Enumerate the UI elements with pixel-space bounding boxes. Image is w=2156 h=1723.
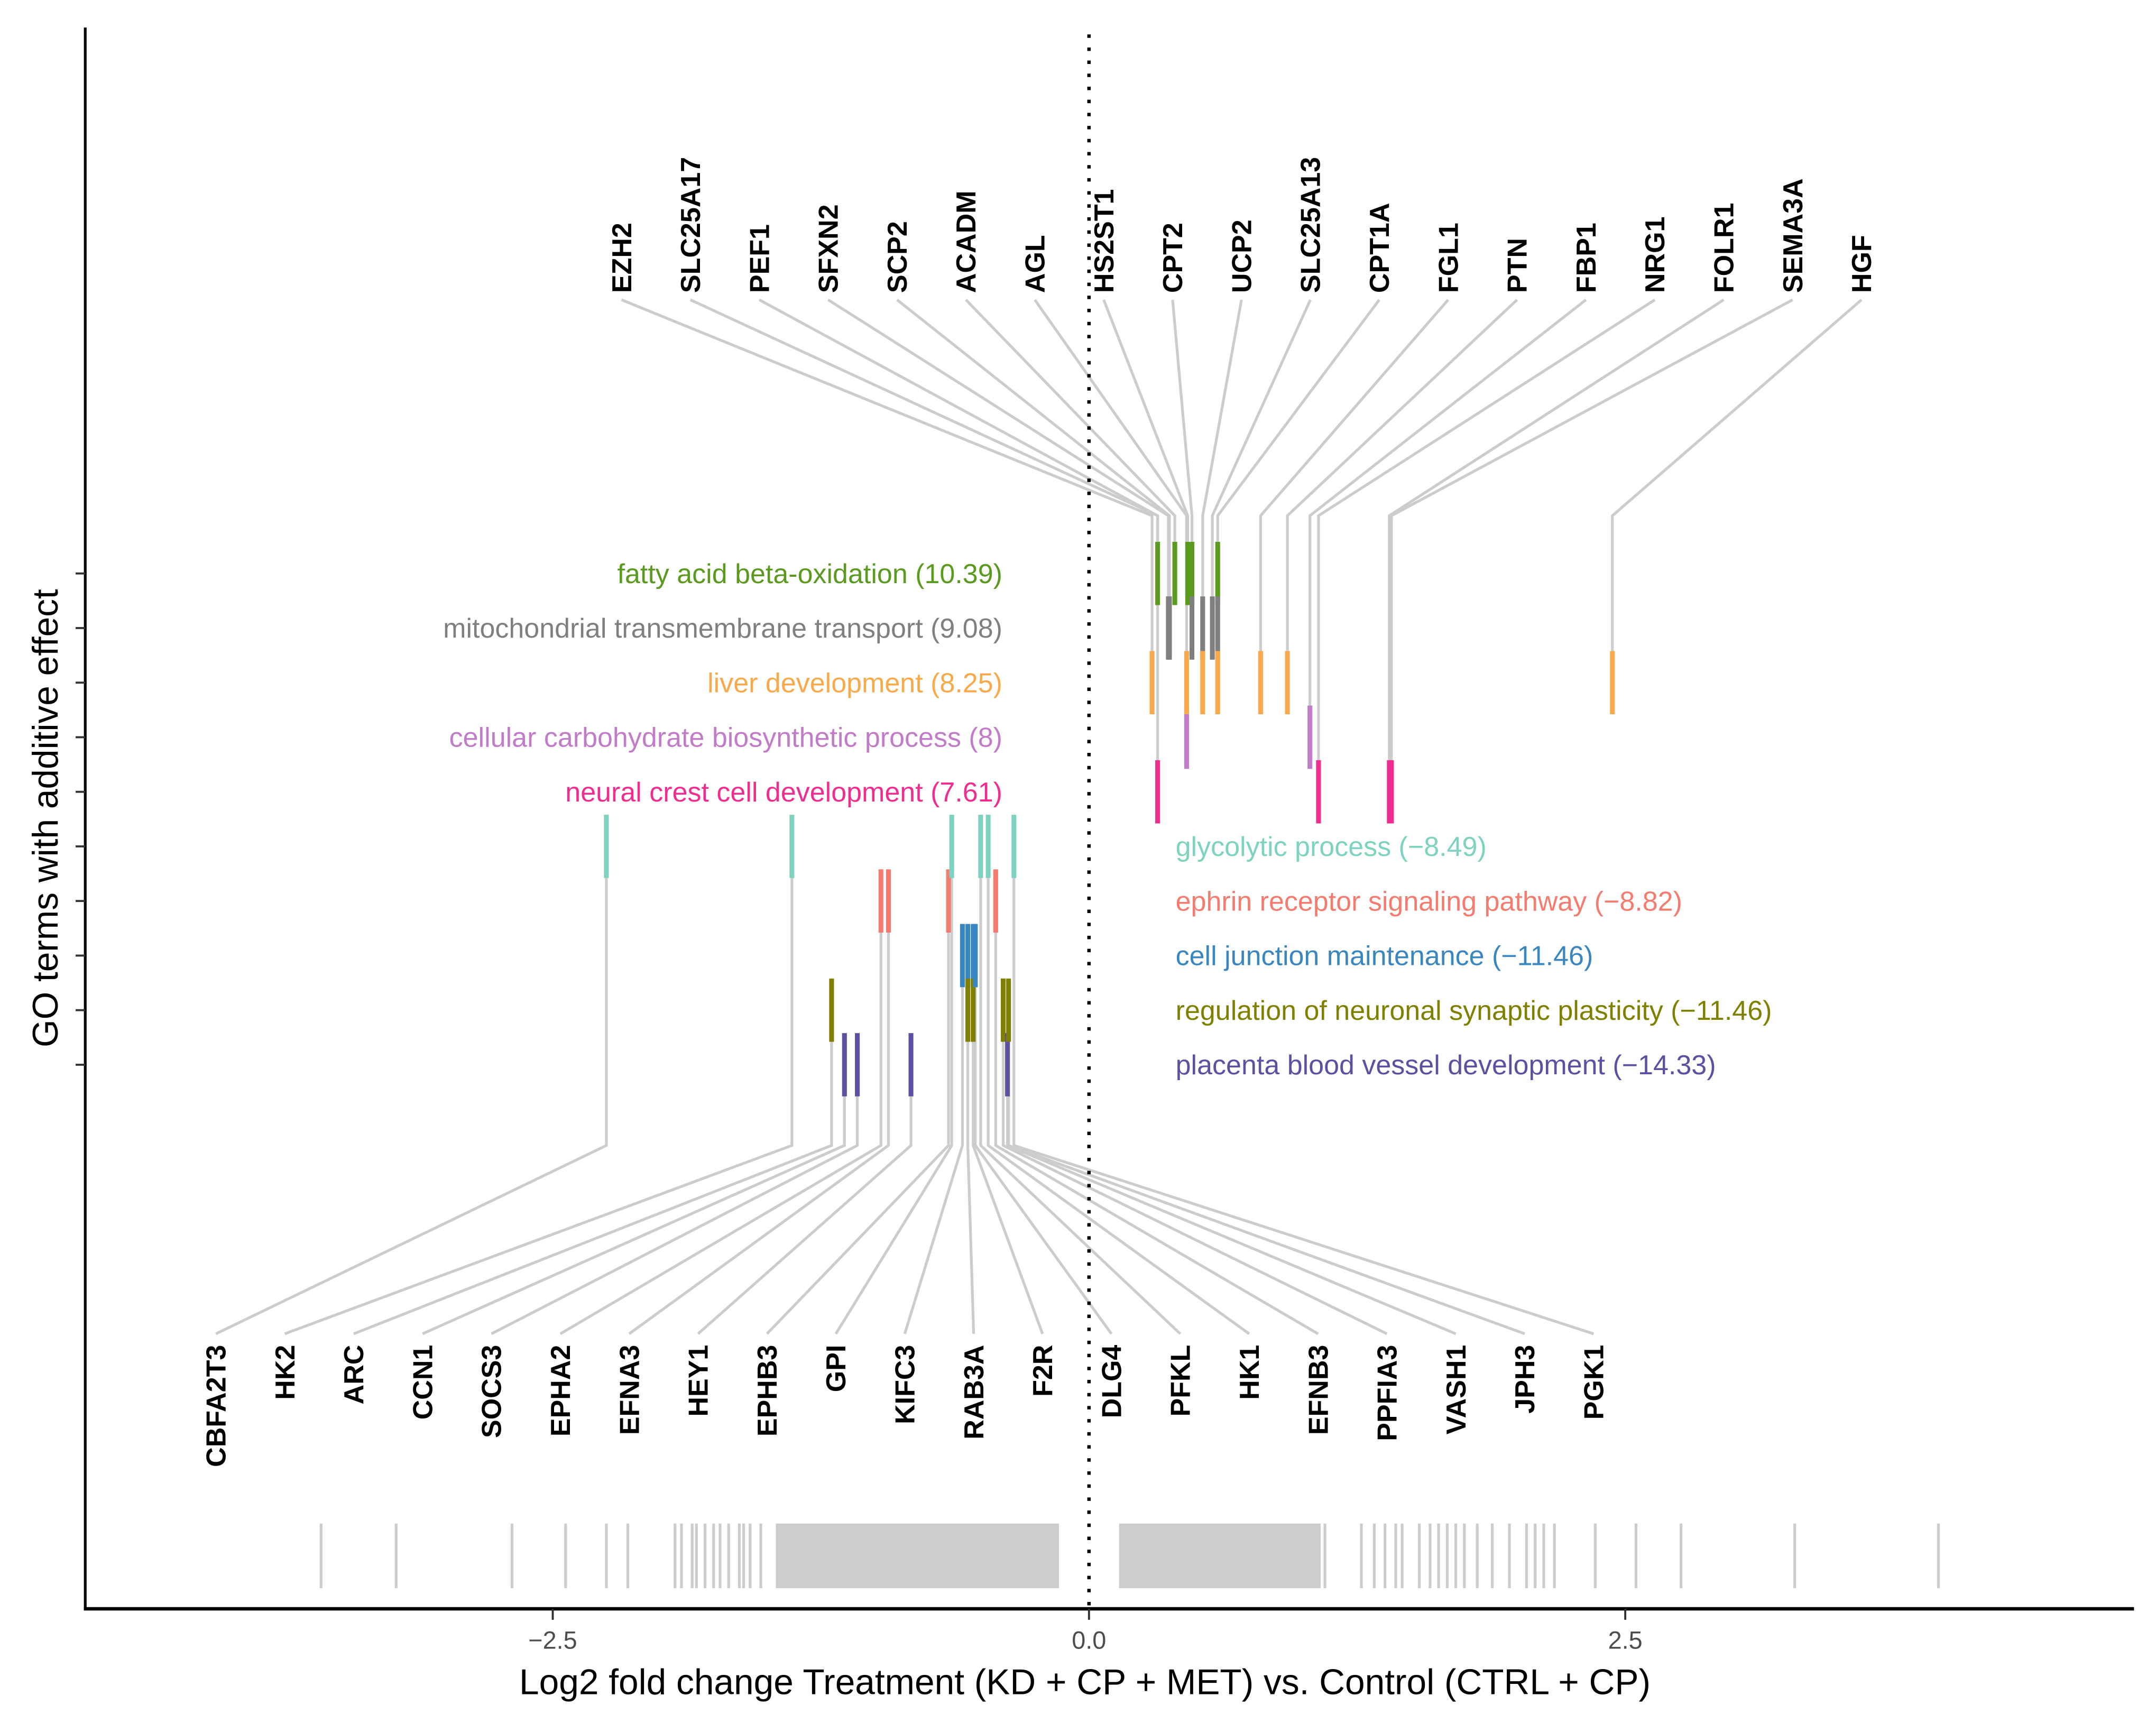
term-label-carb: cellular carbohydrate biosynthetic proce… — [449, 723, 1002, 753]
gene-label-HK1: HK1 — [1234, 1345, 1265, 1400]
term-bars — [604, 541, 1615, 1097]
gene-label-EZH2: EZH2 — [607, 223, 638, 293]
leader-line-FBP1 — [1309, 299, 1587, 769]
term-label-synaptic: regulation of neuronal synaptic plastici… — [1176, 996, 1772, 1026]
leader-line-GPI — [834, 815, 953, 1335]
term-label-glyco: glycolytic process (−8.49) — [1176, 832, 1487, 862]
leader-line-SEMA3A — [1390, 298, 1793, 824]
gene-label-FOLR1: FOLR1 — [1709, 203, 1740, 293]
gene-label-DLG4: DLG4 — [1097, 1345, 1127, 1418]
rug-plot — [319, 1523, 1940, 1589]
gene-label-SLC25A17: SLC25A17 — [676, 157, 706, 293]
leader-line-EZH2 — [621, 298, 1154, 714]
leader-line-NRG1 — [1317, 298, 1656, 824]
leader-line-CPT2 — [1171, 299, 1194, 660]
gene-label-EPHB3: EPHB3 — [752, 1345, 783, 1436]
gene-label-UCP2: UCP2 — [1227, 219, 1257, 293]
x-tick-label: 0.0 — [1072, 1626, 1106, 1654]
leader-line-HEY1 — [697, 1033, 913, 1335]
gene-label-AGL: AGL — [1020, 235, 1051, 293]
gene-label-PFKL: PFKL — [1166, 1345, 1196, 1417]
gene-label-KIFC3: KIFC3 — [890, 1345, 921, 1424]
gene-label-HS2ST1: HS2ST1 — [1089, 189, 1120, 293]
leader-line-KIFC3 — [903, 924, 964, 1334]
gene-label-RAB3A: RAB3A — [959, 1345, 990, 1440]
gene-leader-lines — [215, 298, 1863, 1335]
gene-label-CPT2: CPT2 — [1158, 223, 1188, 293]
gene-label-SLC25A13: SLC25A13 — [1296, 157, 1326, 293]
leader-line-FOLR1 — [1388, 298, 1725, 824]
gene-label-HK2: HK2 — [270, 1345, 301, 1400]
gene-label-PTN: PTN — [1503, 238, 1533, 293]
leader-line-PTN — [1286, 299, 1518, 714]
gene-label-SFXN2: SFXN2 — [814, 204, 844, 293]
gene-label-PGK1: PGK1 — [1579, 1345, 1609, 1420]
leader-line-PGK1 — [1012, 815, 1595, 1335]
gene-label-NRG1: NRG1 — [1640, 217, 1671, 293]
gene-label-EFNB3: EFNB3 — [1303, 1345, 1334, 1435]
term-label-liver: liver development (8.25) — [707, 668, 1002, 698]
leader-line-EFNA3 — [628, 869, 890, 1335]
leader-line-AGL — [1034, 299, 1188, 769]
leader-line-UCP2 — [1201, 299, 1243, 714]
gene-label-HEY1: HEY1 — [684, 1345, 714, 1417]
leader-line-HGF — [1611, 299, 1863, 714]
gene-label-ARC: ARC — [339, 1345, 370, 1405]
gene-label-FGL1: FGL1 — [1433, 223, 1464, 293]
rug-dense-block — [1119, 1523, 1321, 1589]
y-axis-title: GO terms with additive effect — [26, 589, 66, 1047]
gene-label-PEF1: PEF1 — [744, 224, 775, 293]
x-axis-ticks: −2.5 0.0 2.5 — [528, 1609, 1643, 1654]
gene-label-GPI: GPI — [821, 1345, 852, 1393]
term-legend-labels: fatty acid beta-oxidation (10.39) mitocho… — [443, 559, 1772, 1081]
leader-line-EFNB3 — [994, 869, 1319, 1335]
gene-labels: EZH2 SLC25A17 PEF1 SFXN2 SCP2 ACADM AGL HS2ST1 C… — [201, 157, 1878, 1467]
x-tick-label: −2.5 — [528, 1626, 577, 1654]
leader-line-JPH3 — [1007, 978, 1525, 1335]
leader-line-HK1 — [987, 815, 1250, 1335]
term-label-junction: cell junction maintenance (−11.46) — [1176, 941, 1593, 972]
x-tick-label: 2.5 — [1608, 1626, 1643, 1654]
gene-label-F2R: F2R — [1028, 1345, 1058, 1397]
gene-label-CCN1: CCN1 — [408, 1345, 438, 1420]
gene-label-FBP1: FBP1 — [1571, 223, 1602, 293]
gene-label-CPT1A: CPT1A — [1365, 203, 1395, 293]
y-axis-ticks — [76, 572, 86, 1066]
leader-line-SOCS3 — [491, 1033, 859, 1335]
term-label-placenta: placenta blood vessel development (−14.3… — [1176, 1050, 1716, 1081]
leader-line-PEF1 — [758, 298, 1159, 824]
term-label-mito: mitochondrial transmembrane transport (9… — [443, 613, 1002, 644]
x-axis-title: Log2 fold change Treatment (KD + CP + ME… — [519, 1662, 1651, 1702]
term-label-ephrin: ephrin receptor signaling pathway (−8.82… — [1176, 886, 1682, 917]
leader-line-EPHB3 — [766, 869, 950, 1335]
gene-label-CBFA2T3: CBFA2T3 — [201, 1345, 232, 1467]
term-label-neural: neural crest cell development (7.61) — [565, 777, 1002, 808]
gene-label-PPFIA3: PPFIA3 — [1372, 1345, 1403, 1441]
gene-label-EFNA3: EFNA3 — [614, 1345, 645, 1435]
gene-label-SCP2: SCP2 — [882, 221, 913, 293]
gene-label-EPHA2: EPHA2 — [546, 1345, 576, 1436]
leader-line-EPHA2 — [559, 869, 882, 1335]
gene-label-ACADM: ACADM — [951, 191, 982, 293]
leader-line-SFXN2 — [827, 298, 1170, 660]
gene-label-SOCS3: SOCS3 — [477, 1345, 508, 1438]
gene-label-HGF: HGF — [1847, 235, 1877, 293]
leader-line-PFKL — [979, 815, 1182, 1335]
gene-label-JPH3: JPH3 — [1510, 1345, 1541, 1414]
leader-line-HK2 — [284, 815, 794, 1335]
leader-line-SCP2 — [896, 299, 1171, 660]
rug-dense-block — [776, 1523, 1059, 1589]
term-label-fatty: fatty acid beta-oxidation (10.39) — [618, 559, 1002, 589]
gene-label-SEMA3A: SEMA3A — [1778, 178, 1809, 293]
leader-line-FGL1 — [1259, 299, 1450, 714]
gene-label-VASH1: VASH1 — [1441, 1345, 1472, 1435]
leader-line-CBFA2T3 — [215, 815, 608, 1335]
